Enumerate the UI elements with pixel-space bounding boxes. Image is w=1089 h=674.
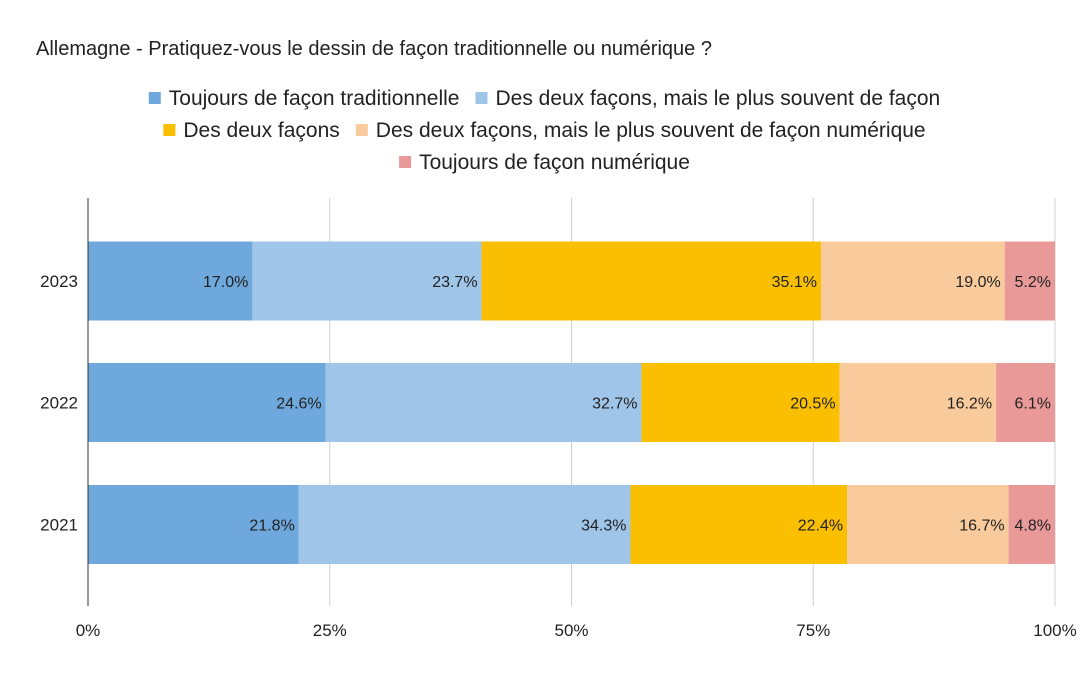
- x-tick-label: 100%: [1033, 621, 1076, 640]
- bar-segment: [847, 485, 1009, 564]
- legend-swatch: [399, 156, 412, 168]
- legend-item: Des deux façons: [163, 119, 340, 142]
- bars: [88, 241, 1055, 564]
- x-axis-ticks: 0% 25% 50% 75% 100%: [76, 621, 1077, 640]
- x-tick-label: 25%: [313, 621, 347, 640]
- bar-segment: [88, 363, 326, 442]
- data-label: 24.6%: [276, 396, 321, 413]
- data-label: 21.8%: [249, 518, 294, 535]
- legend-label: Des deux façons, mais le plus souvent de…: [376, 119, 926, 142]
- x-tick-label: 50%: [554, 621, 588, 640]
- data-label: 34.3%: [581, 518, 626, 535]
- x-tick-label: 0%: [76, 621, 101, 640]
- legend-item: Des deux façons, mais le plus souvent de…: [475, 87, 940, 110]
- bar-segment: [630, 485, 848, 564]
- legend-swatch: [148, 92, 161, 104]
- data-label: 17.0%: [203, 274, 248, 291]
- bar-segment: [88, 241, 253, 321]
- category-label: 2022: [40, 394, 78, 413]
- legend-swatch: [163, 124, 176, 136]
- bar-segment: [298, 485, 631, 564]
- chart-title: Allemagne - Pratiquez-vous le dessin de …: [36, 38, 712, 60]
- bar-segment: [325, 363, 642, 442]
- x-tick-label: 75%: [796, 621, 830, 640]
- data-label: 16.7%: [959, 518, 1004, 535]
- data-label: 4.8%: [1015, 518, 1051, 535]
- data-label: 6.1%: [1015, 396, 1051, 413]
- bar-segment: [1008, 485, 1055, 564]
- legend-label: Toujours de façon numérique: [419, 151, 690, 174]
- legend-swatch: [475, 92, 488, 104]
- legend-label: Toujours de façon traditionnelle: [169, 87, 460, 110]
- legend-label: Des deux façons: [183, 119, 339, 142]
- legend-item: Toujours de façon traditionnelle: [148, 87, 460, 110]
- category-label: 2023: [40, 272, 78, 291]
- bar-segment: [820, 241, 1005, 321]
- data-label: 23.7%: [432, 274, 477, 291]
- legend-swatch: [355, 124, 368, 136]
- data-label: 5.2%: [1015, 274, 1051, 291]
- data-label: 32.7%: [592, 396, 637, 413]
- data-label: 20.5%: [790, 396, 835, 413]
- legend-item: Toujours de façon numérique: [399, 151, 690, 174]
- bar-segment: [839, 363, 997, 442]
- data-labels: 17.0% 23.7% 35.1% 19.0% 5.2% 24.6% 32.7% 20.5% 1…: [203, 274, 1051, 535]
- data-label: 22.4%: [798, 518, 843, 535]
- bar-segment: [252, 241, 482, 321]
- bar-segment: [88, 485, 299, 564]
- category-labels: 2023 2022 2021: [40, 272, 78, 535]
- category-label: 2021: [40, 516, 78, 535]
- bar-segment: [1004, 241, 1055, 321]
- bar-segment: [641, 363, 840, 442]
- data-label: 19.0%: [955, 274, 1000, 291]
- bar-segment: [996, 363, 1055, 442]
- legend-label: Des deux façons, mais le plus souvent de…: [495, 87, 940, 110]
- bar-segment: [481, 241, 821, 321]
- data-label: 35.1%: [772, 274, 817, 291]
- legend-item: Des deux façons, mais le plus souvent de…: [355, 119, 926, 142]
- data-label: 16.2%: [947, 396, 992, 413]
- legend: Toujours de façon traditionnelle Des deux…: [148, 87, 940, 174]
